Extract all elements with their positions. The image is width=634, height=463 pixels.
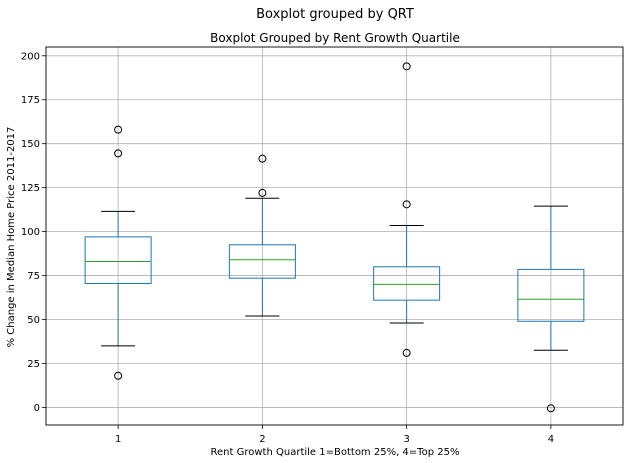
outlier-point xyxy=(114,125,123,134)
y-tick-label: 100 xyxy=(21,227,40,238)
box-iqr xyxy=(373,266,441,301)
y-tick-label: 200 xyxy=(21,51,40,62)
box-iqr xyxy=(517,268,585,322)
x-tick-label: 2 xyxy=(259,434,265,445)
y-tick-label: 150 xyxy=(21,139,40,150)
box-group-3 xyxy=(373,62,441,357)
box-group-2 xyxy=(228,154,296,317)
outlier-point xyxy=(114,371,123,380)
y-tick-label: 0 xyxy=(34,403,40,414)
outlier-point xyxy=(402,62,411,71)
axes: 0 25 50 75 100 125 150 175 200 1 2 3 4 xyxy=(21,46,624,445)
box-group-1 xyxy=(84,125,152,380)
y-tick-label: 175 xyxy=(21,95,40,106)
outlier-point xyxy=(402,348,411,357)
y-tick-label: 25 xyxy=(27,359,40,370)
x-tick-label: 3 xyxy=(403,434,409,445)
x-tick-label: 1 xyxy=(115,434,121,445)
plot-frame xyxy=(45,46,624,426)
x-axis-label: Rent Growth Quartile 1=Bottom 25%, 4=Top… xyxy=(211,447,460,458)
outlier-point xyxy=(258,154,267,163)
y-axis-label: % Change in Median Home Price 2011-2017 xyxy=(6,127,17,348)
box-iqr xyxy=(84,236,152,284)
y-tick-label: 50 xyxy=(27,315,40,326)
box-group-4 xyxy=(517,205,585,413)
outlier-point xyxy=(258,188,267,197)
outlier-point xyxy=(114,149,123,158)
y-tick-label: 75 xyxy=(27,271,40,282)
grid-lines xyxy=(46,47,623,425)
y-tick-label: 125 xyxy=(21,183,40,194)
outlier-point xyxy=(546,404,555,413)
chart-suptitle: Boxplot grouped by QRT xyxy=(256,7,414,22)
outlier-point xyxy=(402,200,411,209)
chart-title: Boxplot Grouped by Rent Growth Quartile xyxy=(210,31,460,45)
box-iqr xyxy=(228,244,296,279)
x-tick-label: 4 xyxy=(548,434,554,445)
box-series xyxy=(84,62,585,413)
